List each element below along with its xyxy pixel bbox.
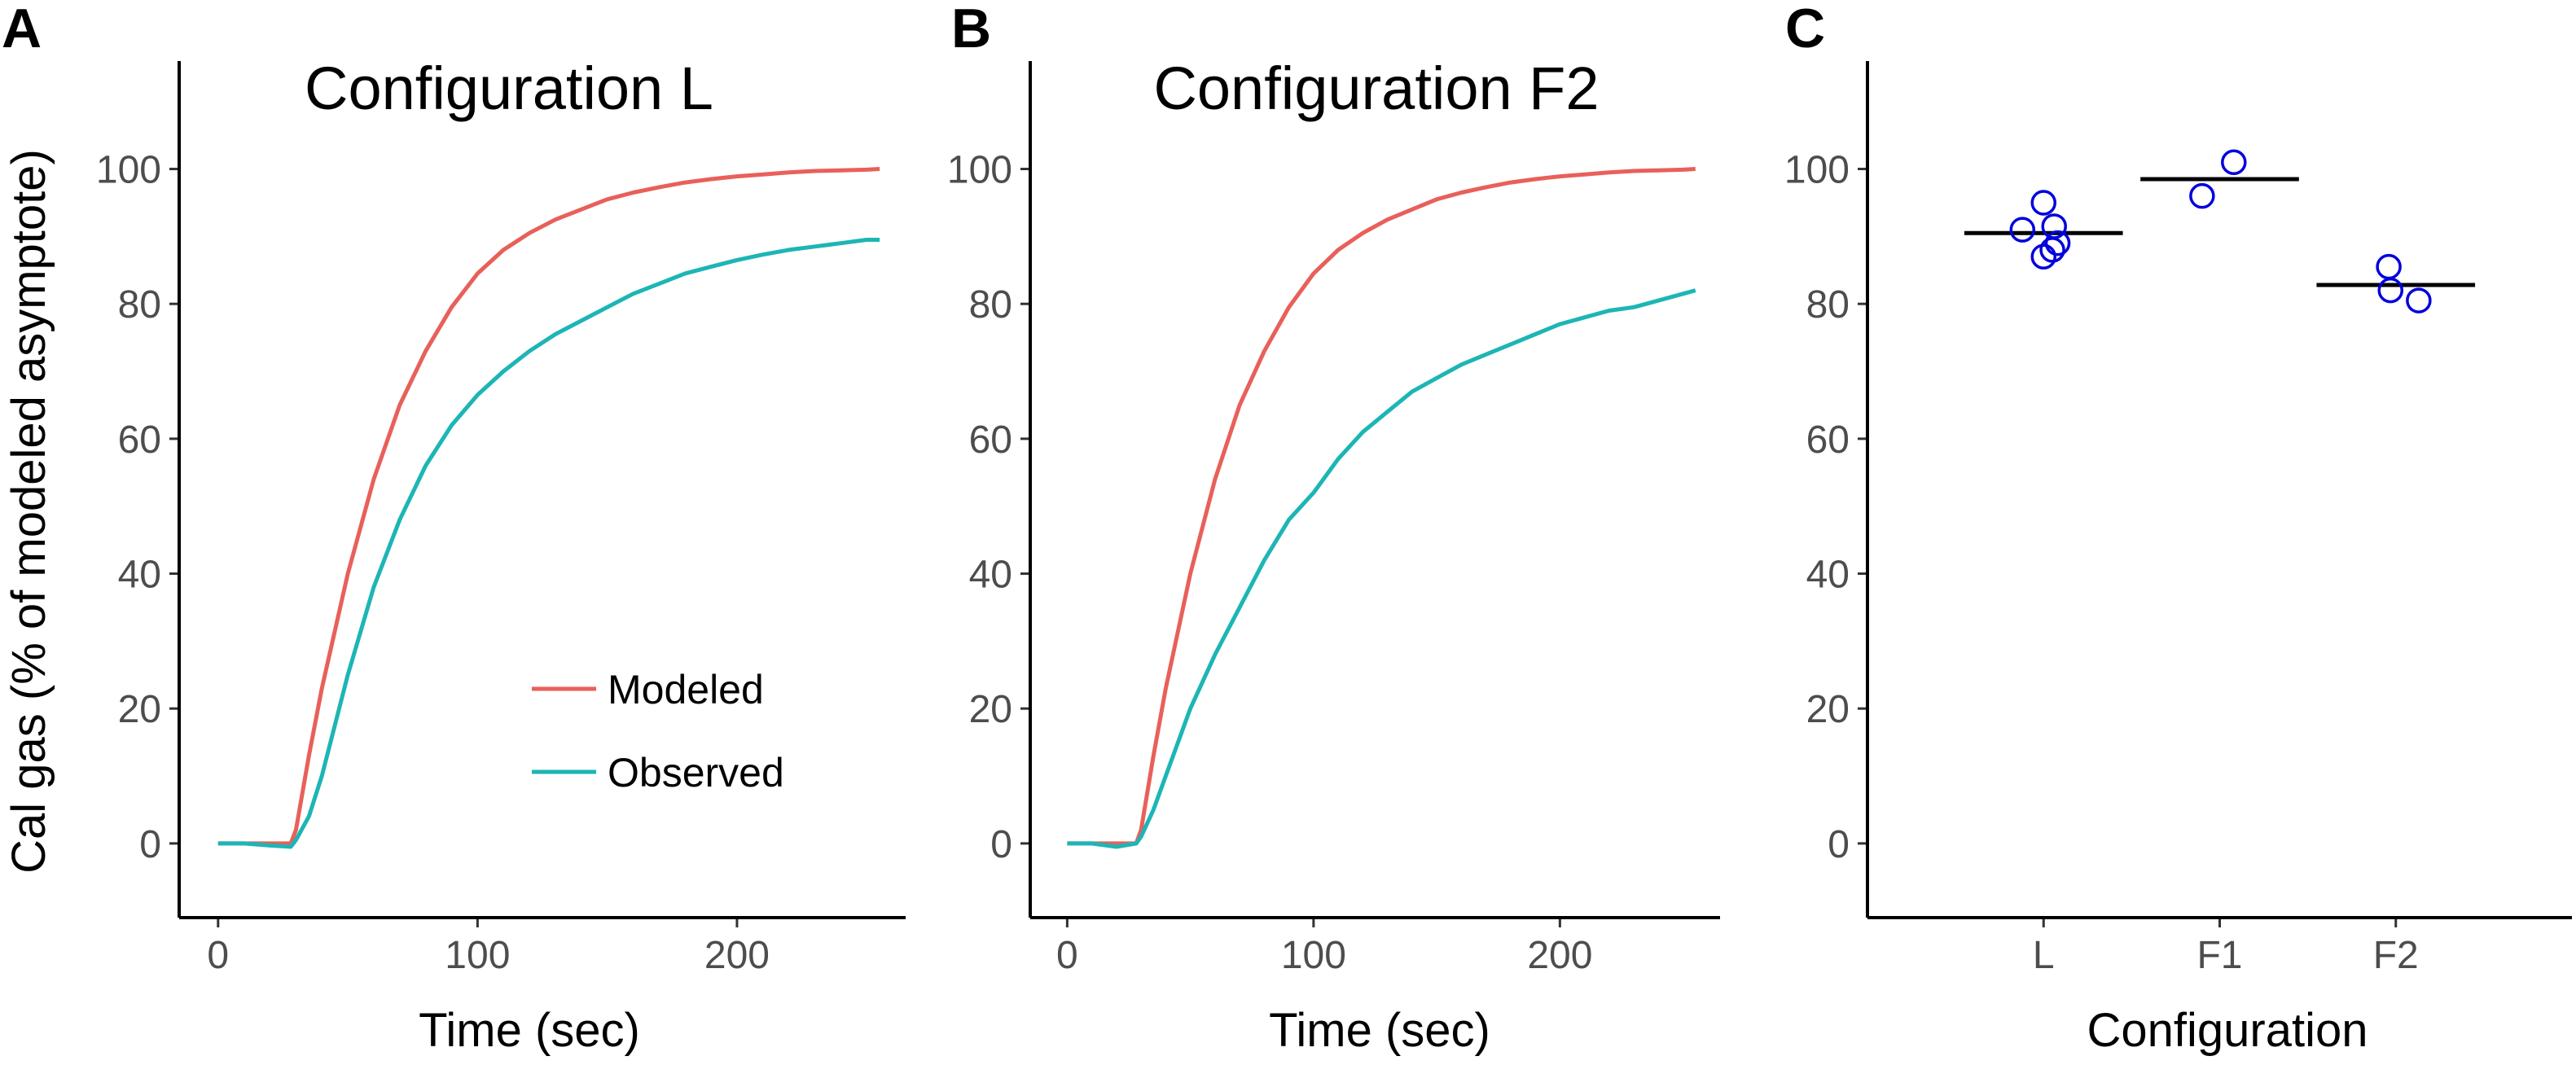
y-tick-label-a-3: 60 — [118, 419, 161, 462]
panel-c-marks: 0 20 40 60 80 100 L F1 F2 — [1784, 149, 2476, 977]
point-f2-8 — [2376, 253, 2402, 280]
x-tick-label-f2: F2 — [2373, 934, 2419, 977]
x-tick-label-b-2: 200 — [1527, 934, 1592, 977]
panel-letter-b: B — [951, 0, 991, 59]
x-tick-label-b-0: 0 — [1056, 934, 1078, 977]
panel-letter-c: C — [1785, 0, 1825, 59]
series-observed-line-b — [1067, 288, 1696, 849]
y-tick-label-b-5: 100 — [947, 149, 1012, 192]
x-axis-title-b: Time (sec) — [1269, 1004, 1490, 1057]
panel-title-b: Configuration F2 — [1153, 55, 1599, 122]
series-modeled-line-a — [217, 167, 880, 846]
y-tick-label-a-0: 0 — [139, 823, 161, 866]
x-axis-title-a: Time (sec) — [419, 1004, 640, 1057]
y-tick-label-c-5: 100 — [1784, 149, 1850, 192]
point-l-1 — [2009, 217, 2036, 243]
y-tick-label-c-3: 60 — [1806, 419, 1850, 462]
point-f1-7 — [2221, 149, 2247, 176]
x-tick-label-a-1: 100 — [445, 934, 510, 977]
point-l-4 — [2039, 237, 2065, 263]
panel-a-marks: 0 20 40 60 80 100 0 100 200 — [96, 149, 880, 977]
x-tick-label-a-0: 0 — [207, 934, 229, 977]
panel-title-a: Configuration L — [305, 55, 713, 122]
legend-label-observed: Observed — [608, 750, 784, 795]
panel-a: A Configuration L 0 20 40 60 80 100 0 100 200 Ti… — [2, 0, 906, 1057]
panel-c: C 0 20 40 60 80 100 L F1 F2 Configuration — [1784, 0, 2572, 1057]
y-tick-label-c-0: 0 — [1828, 823, 1850, 866]
series-observed-line-a — [217, 238, 880, 849]
y-axis-title: Cal gas (% of modeled asymptote) — [2, 149, 55, 874]
panel-b: B Configuration F2 0 20 40 60 80 100 0 100 200 T… — [947, 0, 1720, 1057]
y-tick-label-b-2: 40 — [969, 554, 1012, 597]
x-tick-label-l: L — [2033, 934, 2055, 977]
x-tick-label-f1: F1 — [2196, 934, 2242, 977]
y-tick-label-b-4: 80 — [969, 283, 1012, 327]
y-tick-label-a-2: 40 — [118, 554, 161, 597]
point-f2-9 — [2377, 277, 2404, 304]
y-tick-label-b-1: 20 — [969, 688, 1012, 731]
y-tick-label-b-3: 60 — [969, 419, 1012, 462]
panel-b-marks: 0 20 40 60 80 100 0 100 200 — [947, 149, 1696, 977]
legend: Modeled Observed — [532, 667, 784, 795]
x-tick-label-b-1: 100 — [1281, 934, 1346, 977]
series-modeled-line-b — [1067, 167, 1696, 846]
y-tick-label-c-1: 20 — [1806, 688, 1850, 731]
y-tick-label-a-4: 80 — [118, 283, 161, 327]
point-l-0 — [2030, 190, 2056, 216]
x-tick-label-a-2: 200 — [704, 934, 770, 977]
y-tick-label-a-5: 100 — [96, 149, 161, 192]
x-axis-title-c: Configuration — [2087, 1004, 2368, 1057]
y-tick-label-a-1: 20 — [118, 688, 161, 731]
point-l-5 — [2030, 243, 2056, 270]
y-tick-label-b-0: 0 — [990, 823, 1012, 866]
point-f1-6 — [2189, 182, 2215, 209]
y-tick-label-c-2: 40 — [1806, 554, 1850, 597]
legend-label-modeled: Modeled — [608, 667, 764, 712]
y-tick-label-c-4: 80 — [1806, 283, 1850, 327]
point-f2-10 — [2406, 287, 2432, 313]
point-l-3 — [2044, 230, 2071, 256]
panel-letter-a: A — [2, 0, 42, 59]
